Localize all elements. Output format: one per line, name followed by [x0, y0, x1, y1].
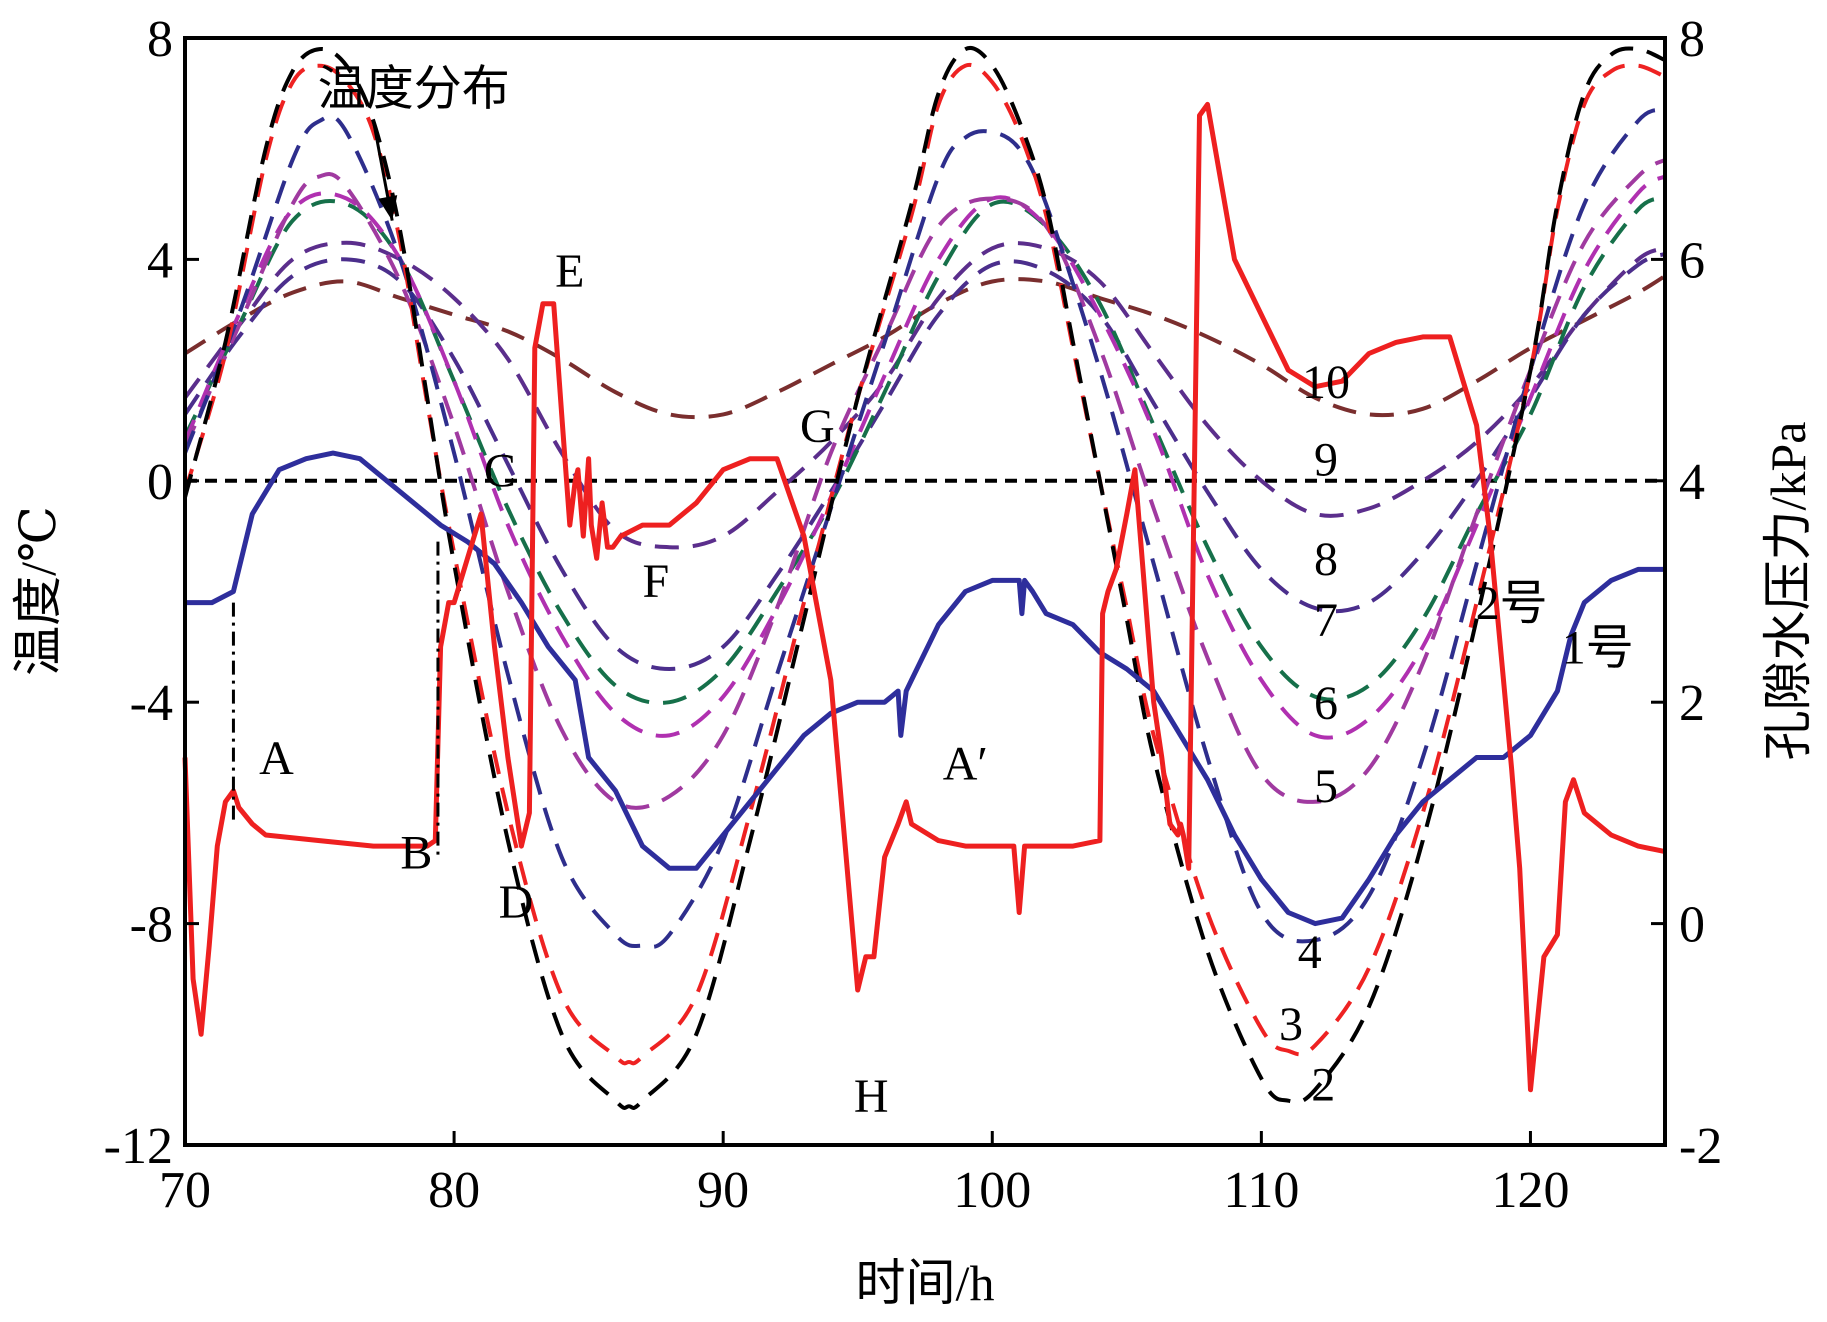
series-layer — [182, 46, 1667, 1110]
y-tick-label: -4 — [130, 675, 173, 732]
y2-tick-label: 6 — [1679, 232, 1705, 289]
x-tick-label: 110 — [1223, 1162, 1299, 1219]
x-tick-label: 80 — [428, 1162, 480, 1219]
temperature-series-9 — [183, 240, 1666, 550]
plot-frame — [183, 36, 1667, 1147]
annotation-label: 1号 — [1562, 621, 1634, 674]
y-axis-title: 温度/℃ — [10, 506, 66, 676]
x-tick-label: 90 — [697, 1162, 749, 1219]
y-tick-label: 8 — [147, 11, 173, 68]
y-tick-label: -8 — [130, 897, 173, 954]
annotation-label: A′ — [943, 738, 988, 791]
y2-tick-label: 2 — [1679, 675, 1705, 732]
annotation-label: 4 — [1298, 926, 1322, 979]
annotation-label: 2 — [1311, 1059, 1335, 1112]
temperature-series-8 — [183, 251, 1666, 672]
annotation-label: C — [484, 444, 516, 497]
annotation-label: A — [259, 732, 294, 785]
temperature-series-6 — [183, 174, 1667, 740]
pore-pressure-series-1 — [185, 450, 1665, 927]
y2-axis-title: 孔隙水压力/kPa — [1760, 422, 1816, 761]
annotation-label: E — [555, 245, 584, 298]
annotation-label: 10 — [1302, 356, 1350, 409]
x-tick-label: 120 — [1491, 1162, 1569, 1219]
annotation-label: 3 — [1279, 998, 1303, 1051]
annotation-label: 6 — [1314, 677, 1338, 730]
y2-tick-label: -2 — [1679, 1118, 1722, 1175]
annotation-label: 温度分布 — [318, 62, 510, 115]
annotation-arrow-head — [378, 195, 398, 221]
y-tick-label: 4 — [147, 232, 173, 289]
y2-tick-label: 0 — [1679, 897, 1705, 954]
pore-pressure-series-2 — [182, 101, 1666, 1093]
annotation-label: 9 — [1314, 433, 1338, 486]
temperature-series-2 — [183, 46, 1666, 1110]
y-tick-label: -12 — [104, 1118, 173, 1175]
y2-tick-label: 8 — [1679, 11, 1705, 68]
x-tick-label: 100 — [953, 1162, 1031, 1219]
annotation-label: G — [800, 400, 835, 453]
annotation-label: 2号 — [1476, 577, 1548, 630]
ticks-layer: 70 80 90 100 110 120 -12 -8 -4 0 4 8 -2 0 2 4 6 8 — [104, 11, 1723, 1219]
x-tick-label: 70 — [159, 1162, 211, 1219]
temperature-series-10 — [183, 274, 1667, 420]
annotation-label: 7 — [1314, 594, 1338, 647]
y2-tick-label: 4 — [1679, 454, 1705, 511]
temperature-series-3 — [183, 62, 1666, 1066]
x-axis-title: 时间/h — [856, 1255, 995, 1311]
annotations-layer: 温度分布 A B C D E F G H A′ 10 9 8 7 6 5 4 32 2号 1号 — [259, 62, 1634, 1122]
annotation-label: B — [400, 826, 432, 879]
temperature-series-4 — [183, 108, 1666, 949]
temperature-series-5 — [183, 158, 1667, 810]
temperature-series-7 — [183, 196, 1666, 705]
annotation-label: D — [499, 876, 534, 929]
y-tick-label: 0 — [147, 454, 173, 511]
reference-lines-layer — [231, 541, 440, 858]
annotation-label: 8 — [1314, 533, 1338, 586]
annotation-label: F — [643, 555, 670, 608]
annotation-label: 5 — [1314, 760, 1338, 813]
annotation-label: H — [854, 1070, 889, 1123]
